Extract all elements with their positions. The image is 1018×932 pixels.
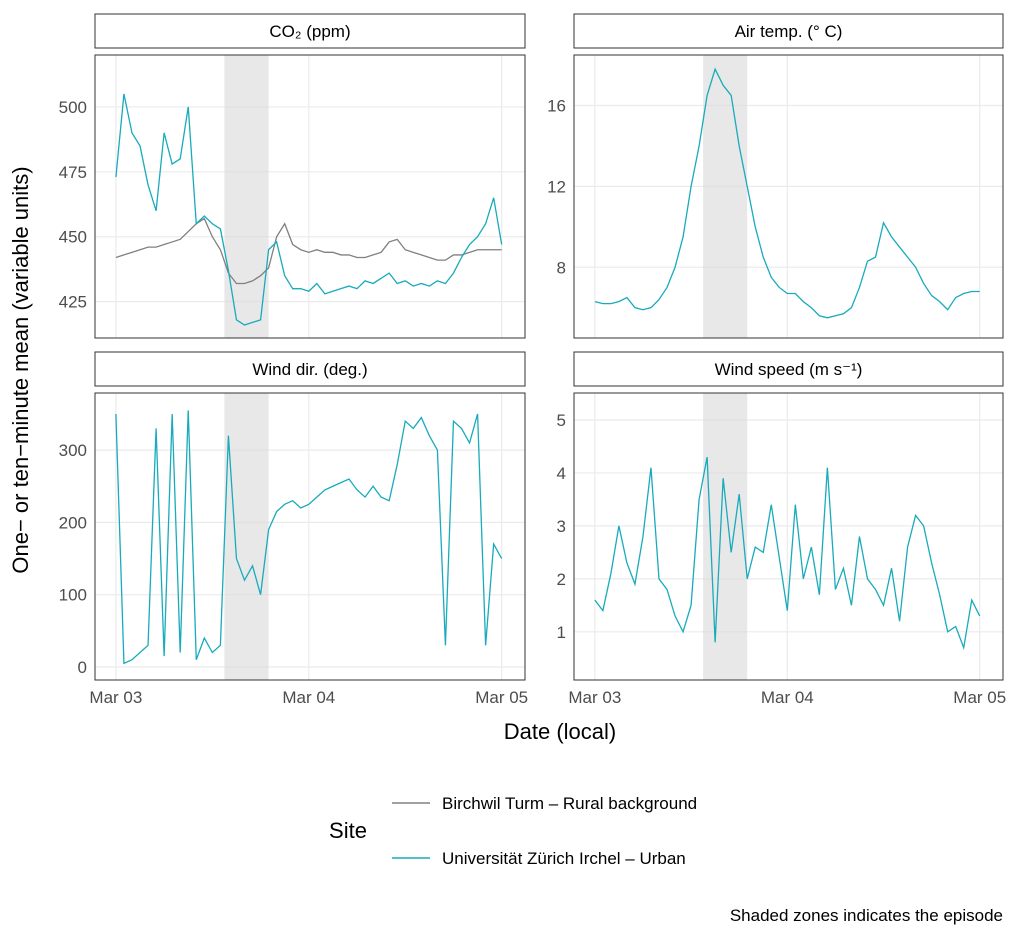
shaded-episode [224, 393, 269, 680]
y-tick-label: 1 [557, 623, 566, 642]
strip [94, 13, 526, 49]
shaded-episode [703, 55, 748, 338]
strip [573, 13, 1004, 49]
legend-label: Birchwil Turm – Rural background [442, 794, 697, 813]
y-tick-label: 16 [547, 97, 566, 116]
panel-border [573, 54, 1004, 339]
data-line [115, 217, 502, 285]
y-tick-label: 100 [59, 586, 87, 605]
data-line [115, 93, 503, 326]
legend-label: Universität Zürich Irchel – Urban [442, 849, 686, 868]
y-tick-label: 500 [59, 98, 87, 117]
y-tick-label: 12 [547, 177, 566, 196]
data-line [594, 67, 980, 319]
y-tick-label: 0 [78, 658, 87, 677]
caption: Shaded zones indicates the episode [730, 906, 1003, 925]
facet-title: Air temp. (° C) [735, 22, 843, 41]
y-tick-label: 3 [557, 517, 566, 536]
y-tick-label: 5 [557, 411, 566, 430]
facet-title: CO₂ (ppm) [269, 22, 350, 41]
facet-title: Wind dir. (deg.) [252, 360, 367, 379]
y-tick-label: 8 [557, 258, 566, 277]
shaded-episode [703, 393, 748, 680]
panel-border [573, 392, 1004, 681]
strip [573, 351, 1004, 387]
x-axis-title: Date (local) [504, 719, 616, 744]
y-tick-label: 2 [557, 570, 566, 589]
x-tick-label: Mar 05 [475, 688, 528, 707]
strip [94, 351, 526, 387]
panel-border [94, 54, 526, 339]
x-tick-label: Mar 04 [761, 688, 814, 707]
data-line [594, 456, 981, 651]
x-tick-label: Mar 04 [282, 688, 335, 707]
y-tick-label: 300 [59, 441, 87, 460]
y-tick-label: 475 [59, 163, 87, 182]
y-tick-label: 425 [59, 293, 87, 312]
x-tick-label: Mar 05 [953, 688, 1006, 707]
data-line [115, 410, 503, 665]
x-tick-label: Mar 03 [89, 688, 142, 707]
y-tick-label: 200 [59, 513, 87, 532]
panel-border [94, 392, 526, 681]
facet-title: Wind speed (m s⁻¹) [715, 360, 863, 379]
y-tick-label: 450 [59, 228, 87, 247]
x-tick-label: Mar 03 [568, 688, 621, 707]
legend-title: Site [329, 818, 367, 843]
y-tick-label: 4 [557, 464, 566, 483]
y-axis-title: One− or ten−minute mean (variable units) [8, 166, 33, 573]
shaded-episode [224, 55, 269, 338]
